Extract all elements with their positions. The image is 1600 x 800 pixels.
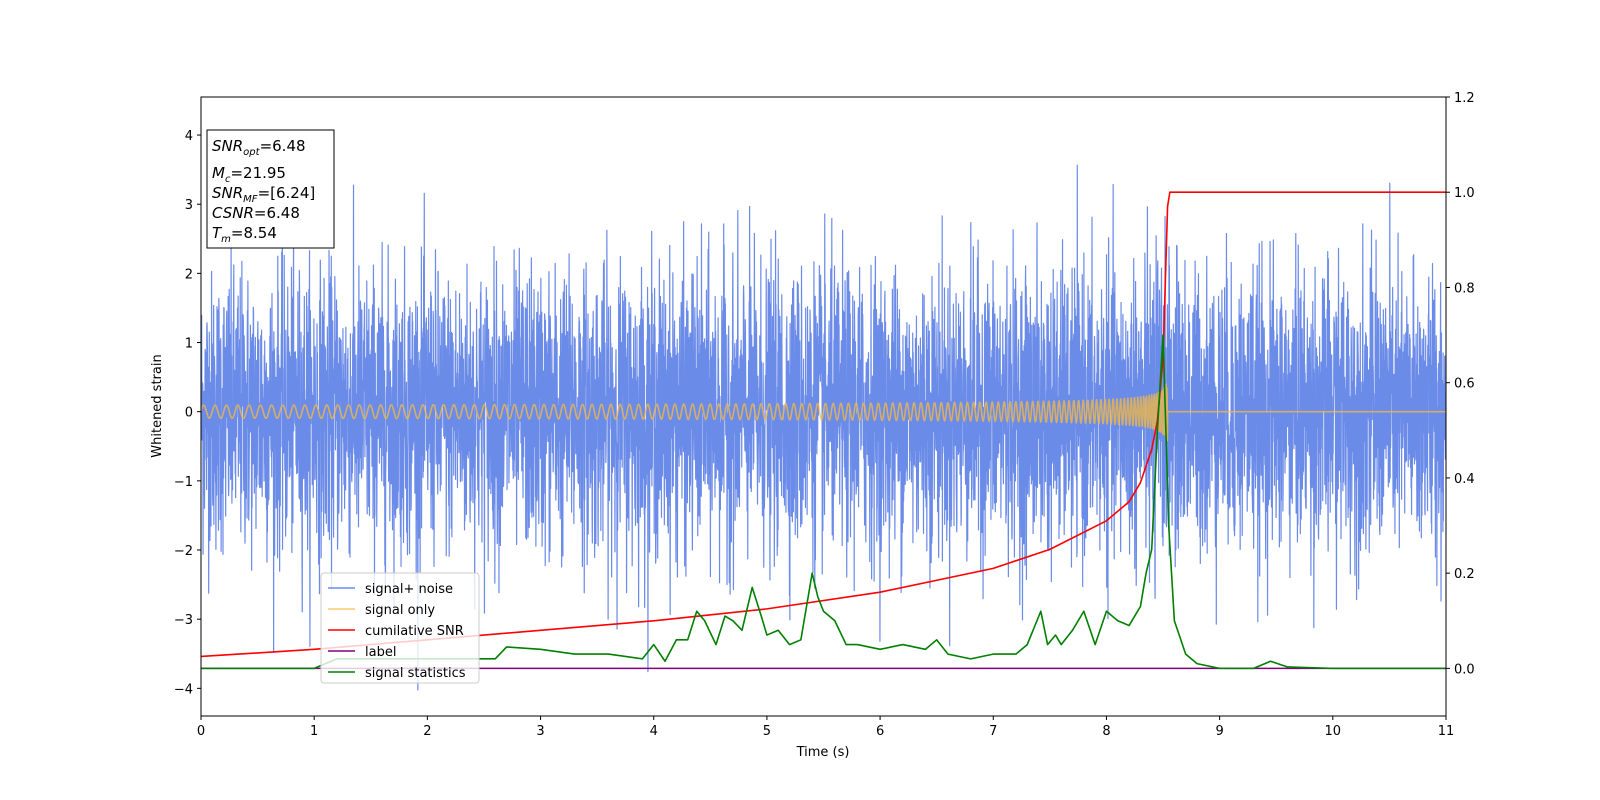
y-right-tick-label: 0.6 <box>1454 377 1475 392</box>
legend: signal+ noise signal only cumilative SNR la… <box>320 572 480 684</box>
x-tick-label: 2 <box>423 724 431 739</box>
x-tick-label: 1 <box>310 724 318 739</box>
axes-layer: 0 1 2 3 4 5 6 7 8 9 10 11 −4 −3 −2 −1 0 1 2 3 4 0.0 0.2 0.4 0.6 0… <box>174 91 1475 739</box>
info-tm-value: =8.54 <box>231 224 277 242</box>
info-tm: Tm=8.54 <box>212 224 277 245</box>
y-left-tick-label: −3 <box>174 613 193 628</box>
y-axis-label: Whitened strain <box>150 354 165 457</box>
x-tick-label: 8 <box>1102 724 1110 739</box>
info-snr-mf: SNRMF=[6.24] <box>212 184 315 205</box>
x-tick-label: 5 <box>763 724 771 739</box>
y-right-tick-label: 0.4 <box>1454 472 1475 487</box>
y-left-tick-label: 1 <box>185 337 193 352</box>
legend-label-label: label <box>365 645 396 660</box>
info-snr-opt-value: =6.48 <box>260 137 306 155</box>
y-left-tick-label: 2 <box>185 267 193 282</box>
y-left-tick-label: −2 <box>174 544 193 559</box>
y-right-tick-label: 0.8 <box>1454 281 1475 296</box>
x-tick-label: 4 <box>650 724 658 739</box>
legend-label-signal-only: signal only <box>365 603 435 618</box>
series-line-signal-statistics <box>201 334 1446 670</box>
x-tick-label: 6 <box>876 724 884 739</box>
info-mc: Mc=21.95 <box>212 164 286 185</box>
x-tick-label: 10 <box>1325 724 1342 739</box>
legend-label-cumilative-snr: cumilative SNR <box>365 624 464 639</box>
series-line-signal-only <box>201 383 1446 442</box>
info-mc-value: =21.95 <box>230 164 286 182</box>
y-left-tick-label: 3 <box>185 198 193 213</box>
y-left-tick-label: 4 <box>185 129 193 144</box>
info-csnr-value: =6.48 <box>254 204 300 222</box>
y-right-tick-label: 1.2 <box>1454 91 1475 106</box>
y-right-tick-label: 1.0 <box>1454 186 1475 201</box>
legend-frame <box>320 572 480 684</box>
x-tick-label: 3 <box>536 724 544 739</box>
info-box-frame <box>206 129 335 249</box>
series-line-signal-noise <box>201 164 1446 691</box>
legend-label-signal-statistics: signal statistics <box>365 666 466 681</box>
info-box: SNRopt=6.48 Mc=21.95 SNRMF=[6.24] CSNR=6… <box>206 129 335 249</box>
info-csnr: CSNR=6.48 <box>212 204 300 222</box>
y-right-tick-label: 0.2 <box>1454 567 1475 582</box>
y-left-tick-label: −4 <box>174 682 193 697</box>
info-snr-mf-value: =[6.24] <box>258 184 316 202</box>
x-axis-label: Time (s) <box>796 745 850 760</box>
y-right-tick-label: 0.0 <box>1454 662 1475 677</box>
y-left-tick-label: −1 <box>174 475 193 490</box>
x-tick-label: 11 <box>1438 724 1455 739</box>
y-left-tick-label: 0 <box>185 406 193 421</box>
x-tick-label: 0 <box>197 724 205 739</box>
legend-label-signal-noise: signal+ noise <box>365 582 453 597</box>
series-line-cumilative-snr <box>201 191 1446 658</box>
x-tick-label: 9 <box>1215 724 1223 739</box>
x-tick-label: 7 <box>989 724 997 739</box>
info-snr-opt: SNRopt=6.48 <box>212 137 306 158</box>
plot-frame <box>200 96 1447 717</box>
